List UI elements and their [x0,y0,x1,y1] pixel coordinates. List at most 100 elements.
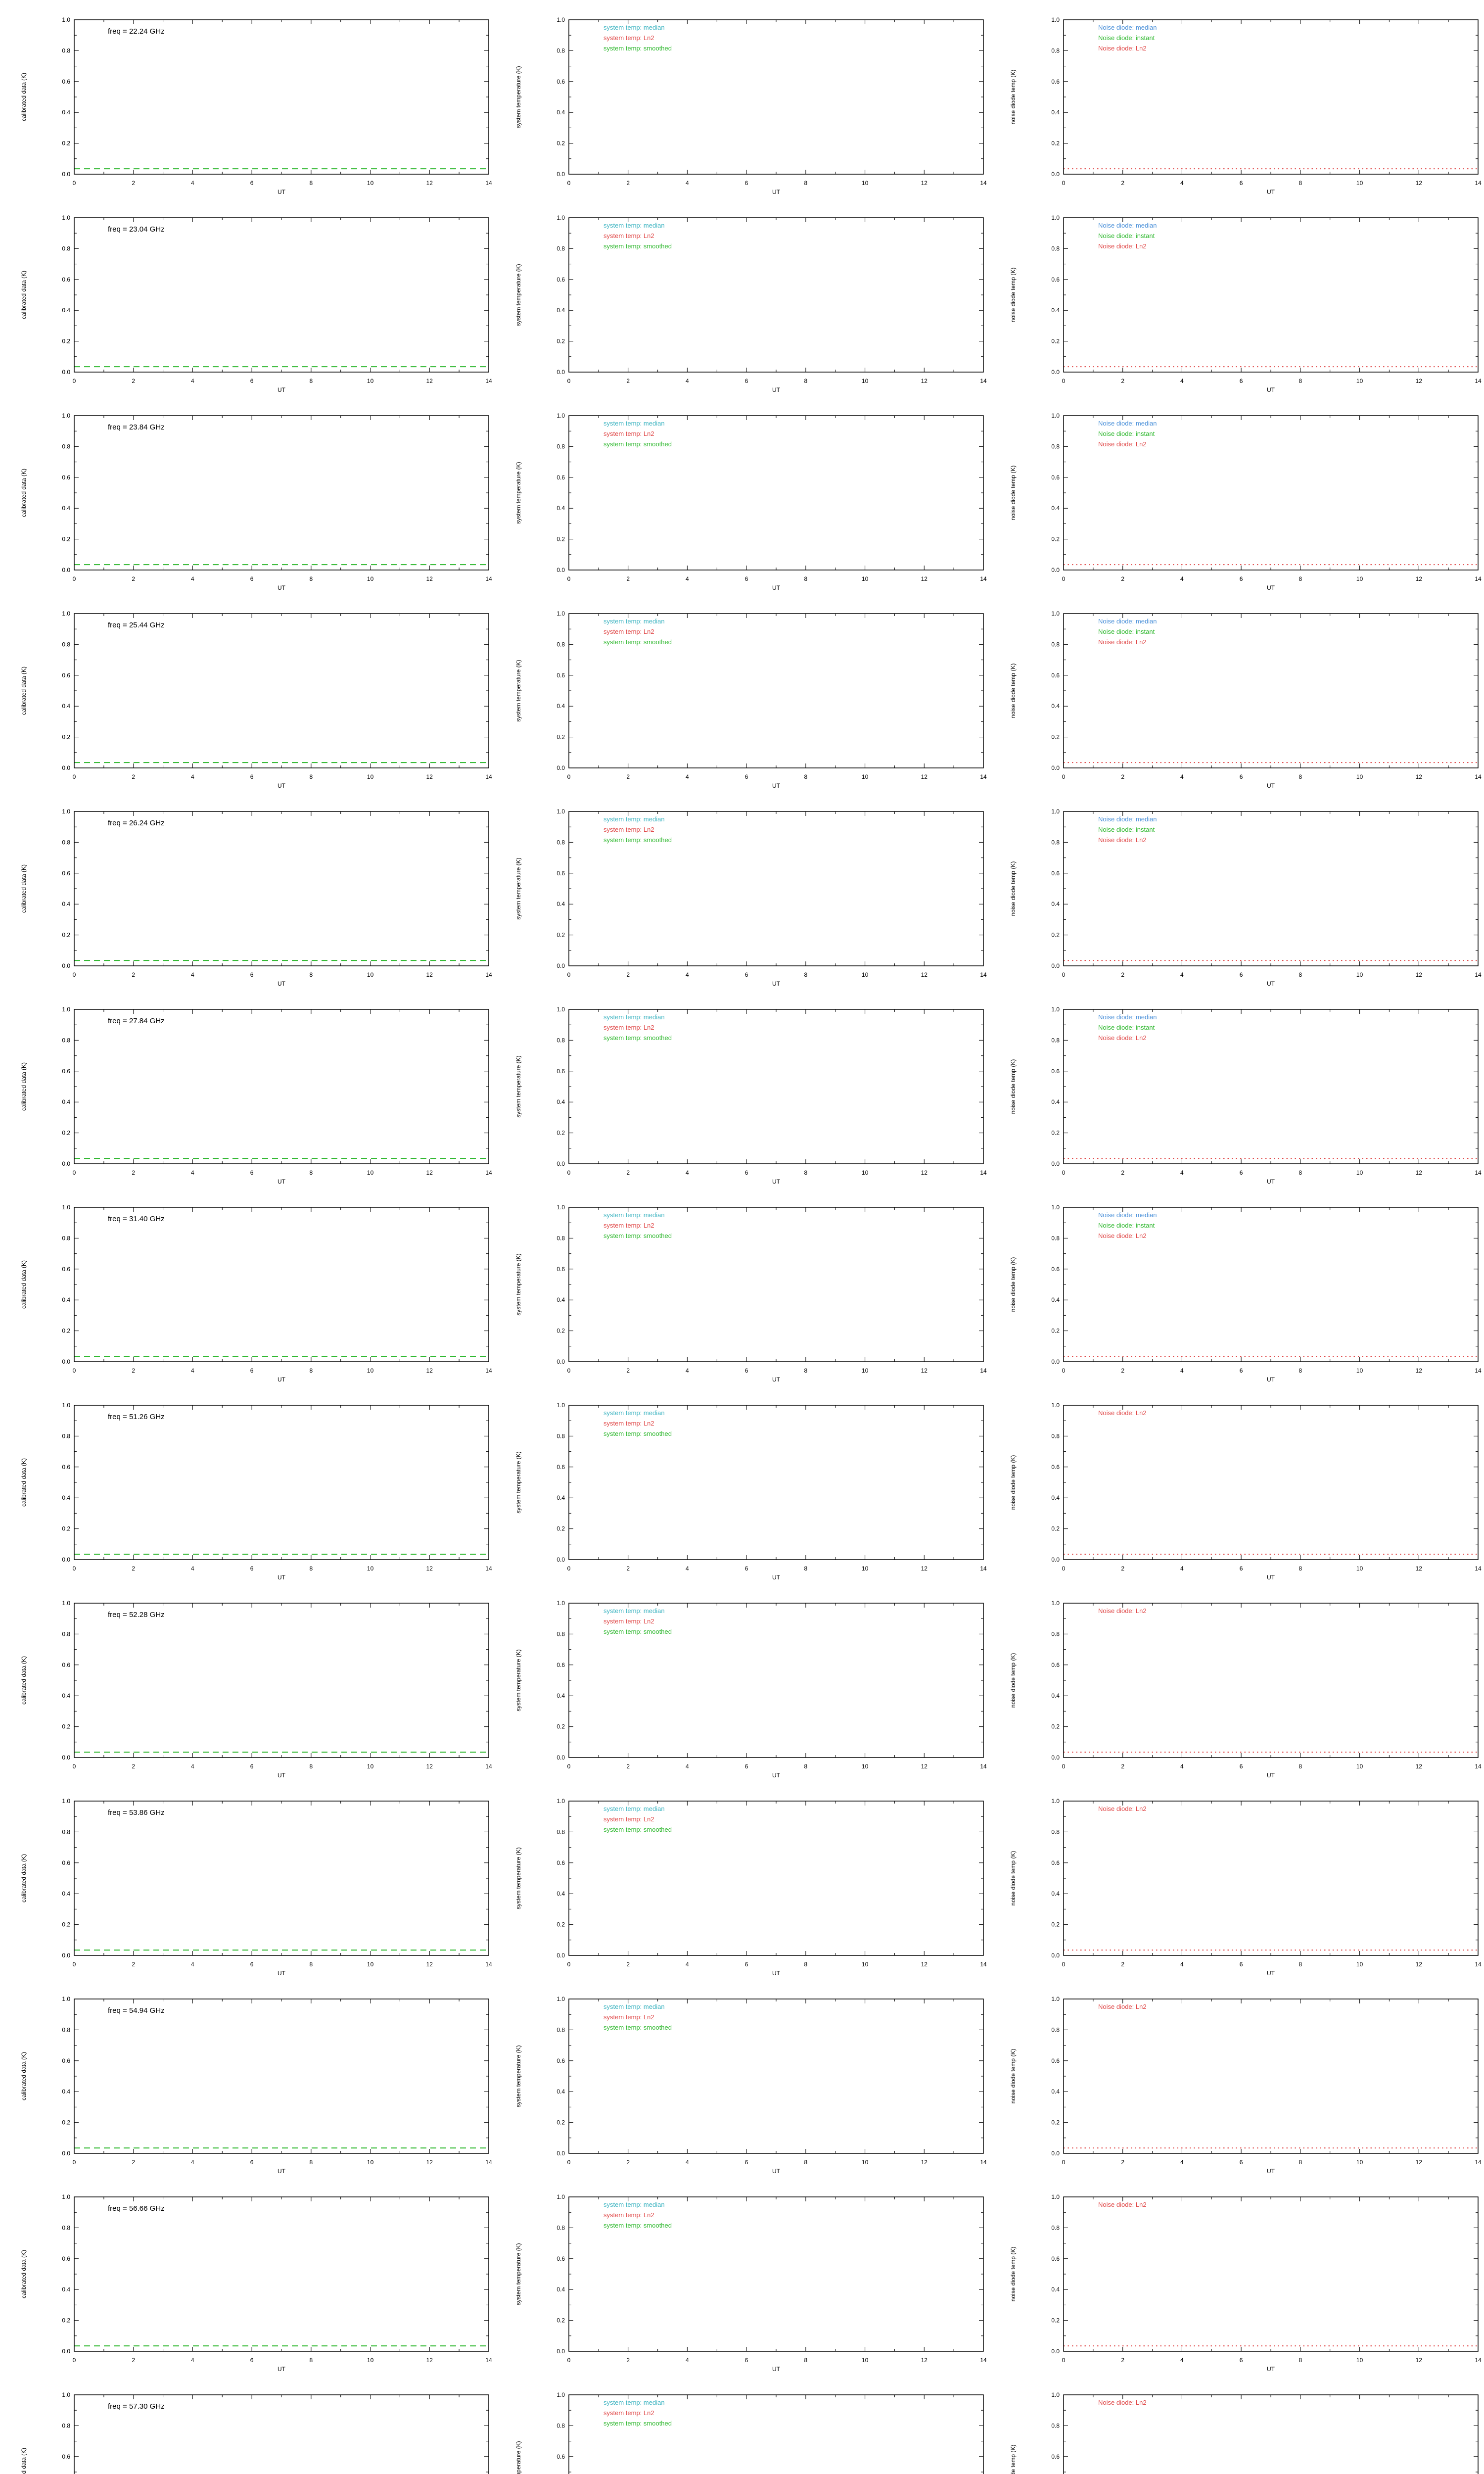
y-axis-label: system temperature (K) [515,1451,522,1513]
legend-entry: Noise diode: Ln2 [1098,242,1147,250]
x-tick-label: 12 [1416,2159,1423,2166]
chart-r1-c1: 0 2 4 6 8 10 12 14 0.0 0.2 0.4 0.6 0.8 1.0 UT calibrate… [20,16,492,195]
chart-cell-r10-c2: 0 2 4 6 8 10 12 14 0.0 0.2 0.4 0.6 0.8 1.0 UT system te… [495,1781,989,1979]
x-tick-label: 8 [1299,1961,1302,1968]
y-tick-label: 0.2 [1051,1921,1060,1928]
x-tick-label: 4 [686,1961,689,1968]
y-tick-label: 0.6 [556,78,565,85]
axis-ticks [1063,415,1479,571]
y-tick-label: 1.0 [1051,610,1060,617]
x-tick-label: 12 [426,971,433,978]
x-tick-label: 8 [310,1565,313,1572]
legend-entry: Noise diode: Ln2 [1098,638,1147,646]
axis-ticks [74,19,489,175]
x-tick-label: 0 [73,1763,76,1770]
x-tick-label: 6 [250,971,254,978]
x-tick-label: 2 [1121,773,1124,780]
y-axis-label: calibrated data (K) [20,469,27,517]
chart-r11-c1: 0 2 4 6 8 10 12 14 0.0 0.2 0.4 0.6 0.8 1.0 UT calibrate… [20,1996,492,2175]
plot-frame [74,811,489,966]
x-tick-label: 0 [1062,1367,1066,1374]
x-tick-label: 6 [1240,1961,1243,1968]
x-tick-label: 2 [132,1565,135,1572]
x-tick-label: 14 [1475,180,1482,187]
x-tick-label: 10 [1356,180,1363,187]
legend-entry: system temp: Ln2 [603,826,654,833]
chart-r8-c1: 0 2 4 6 8 10 12 14 0.0 0.2 0.4 0.6 0.8 1.0 UT calibrate… [20,1402,492,1581]
y-tick-label: 0.4 [556,1494,565,1501]
y-tick-label: 0.4 [556,901,565,907]
x-tick-label: 12 [426,575,433,582]
y-axis-label: calibrated data (K) [20,1260,27,1309]
plot-frame [74,1405,489,1560]
x-tick-label: 14 [1475,575,1482,582]
y-tick-label: 0.4 [1051,307,1060,314]
axis-ticks [568,2394,984,2473]
x-tick-label: 6 [250,2357,254,2364]
y-tick-label: 0.4 [62,505,70,512]
y-tick-label: 0.2 [556,1723,565,1730]
x-tick-label: 14 [980,575,987,582]
y-tick-label: 0.8 [556,1630,565,1637]
y-tick-label: 0.8 [62,1630,70,1637]
chart-cell-r3-c2: 0 2 4 6 8 10 12 14 0.0 0.2 0.4 0.6 0.8 1.0 UT system te… [495,396,989,594]
legend-entry: system temp: median [603,2003,665,2010]
x-tick-label: 2 [626,971,630,978]
y-tick-label: 0.2 [556,1525,565,1532]
x-tick-label: 10 [862,575,869,582]
x-tick-label: 4 [1180,1961,1184,1968]
x-tick-label: 8 [310,2159,313,2166]
y-tick-label: 0.0 [62,764,70,771]
axis-ticks [1063,1603,1479,1758]
y-tick-label: 1.0 [62,1798,70,1805]
y-axis-label: noise diode temp (K) [1010,1059,1017,1114]
axis-ticks [568,1998,984,2154]
x-tick-label: 0 [73,378,76,384]
plot-frame [74,2196,489,2352]
y-tick-label: 0.8 [556,1235,565,1241]
x-tick-label: 12 [921,1961,928,1968]
legend-entry: Noise diode: instant [1098,1024,1155,1031]
y-tick-label: 0.8 [62,839,70,846]
x-tick-label: 0 [73,1169,76,1176]
x-axis-label: UT [772,2168,781,2175]
x-tick-label: 0 [1062,1961,1066,1968]
plot-frame [1063,1801,1479,1956]
legend-entry: system temp: median [603,1211,665,1219]
y-tick-label: 0.6 [1051,1859,1060,1866]
y-tick-label: 0.0 [556,1952,565,1959]
x-tick-label: 6 [745,1565,748,1572]
legend-entry: system temp: Ln2 [603,1618,654,1625]
legend-entry: system temp: smoothed [603,45,672,52]
x-axis-label: UT [1267,2168,1275,2175]
x-tick-label: 4 [1180,1169,1184,1176]
y-tick-label: 0.4 [62,2088,70,2095]
x-tick-label: 8 [1299,180,1302,187]
y-tick-label: 0.8 [1051,1432,1060,1439]
axis-ticks [1063,2394,1479,2473]
y-tick-label: 0.2 [556,2119,565,2126]
chart-cell-r10-c3: 0 2 4 6 8 10 12 14 0.0 0.2 0.4 0.6 0.8 1.0 UT noise dio… [989,1781,1484,1979]
y-tick-label: 0.0 [556,1754,565,1761]
legend-entry: system temp: smoothed [603,242,672,250]
x-axis-label: UT [1267,386,1275,393]
y-axis-label: noise diode temp (K) [1010,2445,1017,2474]
x-tick-label: 6 [250,1961,254,1968]
x-tick-label: 12 [426,773,433,780]
x-tick-label: 10 [1356,2159,1363,2166]
x-axis-label: UT [278,1772,286,1779]
x-tick-label: 4 [191,575,194,582]
axis-ticks [568,1009,984,1164]
axis-ticks [1063,1801,1479,1956]
chart-cell-r10-c1: 0 2 4 6 8 10 12 14 0.0 0.2 0.4 0.6 0.8 1.0 UT calibrate… [0,1781,495,1979]
y-axis-label: calibrated data (K) [20,2448,27,2474]
x-tick-label: 2 [1121,2357,1124,2364]
chart-r13-c1: 024681012140.00.20.40.60.81.0UTcalibrate… [20,2391,489,2474]
x-axis-label: UT [1267,1772,1275,1779]
y-tick-label: 0.0 [1051,567,1060,573]
y-tick-label: 1.0 [1051,214,1060,221]
y-tick-label: 0.2 [62,1328,70,1334]
freq-annotation: freq = 23.84 GHz [108,423,165,431]
x-tick-label: 6 [250,378,254,384]
x-tick-label: 14 [485,575,492,582]
